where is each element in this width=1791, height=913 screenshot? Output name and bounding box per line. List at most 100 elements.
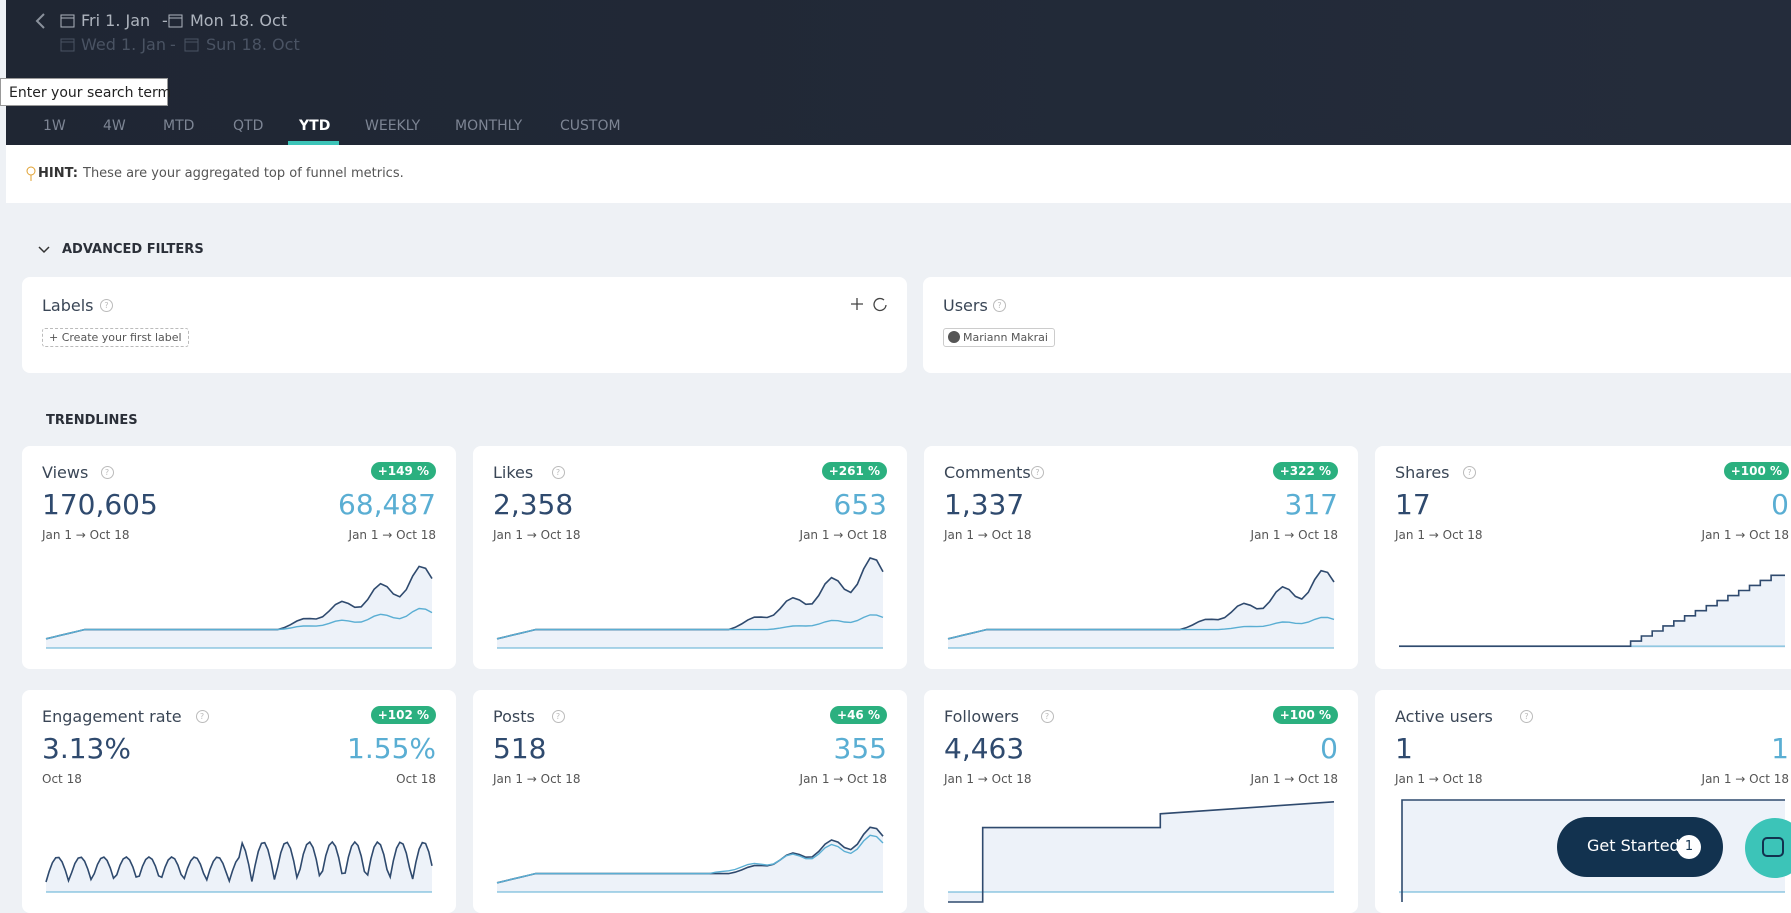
hint-bar: HINT: These are your aggregated top of f… xyxy=(6,145,1791,203)
chat-button[interactable] xyxy=(1745,818,1791,878)
calendar-icon xyxy=(184,38,199,52)
metric-value: 518 xyxy=(493,732,547,765)
metric-title: Views xyxy=(42,463,89,482)
compare-value: 317 xyxy=(1284,488,1338,521)
metric-title: Engagement rate xyxy=(42,707,182,726)
metric-title: Shares xyxy=(1395,463,1450,482)
compare-value: 355 xyxy=(833,732,887,765)
help-icon[interactable]: ? xyxy=(551,710,565,723)
metric-value: 2,358 xyxy=(493,488,574,521)
metric-title: Active users xyxy=(1395,707,1493,726)
sparkline-compare xyxy=(947,616,1335,640)
user-chip[interactable]: Mariann Makrai xyxy=(943,328,1055,347)
metric-value: 4,463 xyxy=(944,732,1025,765)
period: Jan 1 → Oct 18 xyxy=(42,528,130,542)
compare-end: Sun 18. Oct xyxy=(206,35,300,54)
help-icon[interactable]: ? xyxy=(1031,466,1044,479)
tab[interactable]: WEEKLY xyxy=(365,118,421,134)
sparkline-area xyxy=(497,558,883,648)
header: Fri 1. Jan - Mon 18. Oct Wed 1. Jan - Su… xyxy=(6,0,1791,145)
help-icon[interactable]: ? xyxy=(551,466,565,479)
labels-title: Labels xyxy=(42,296,94,315)
metric-card: Likes? +261 % 2,358 653 Jan 1 → Oct 18 Jan 1 … xyxy=(473,446,907,669)
sparkline-current xyxy=(1399,574,1785,647)
change-badge: +100 % xyxy=(1723,462,1789,480)
date-separator: - xyxy=(170,35,176,54)
metric-value: 3.13% xyxy=(42,732,131,765)
help-icon[interactable]: ? xyxy=(1463,466,1476,479)
sparkline-area xyxy=(948,801,1334,902)
compare-value: 0 xyxy=(1771,488,1789,521)
tab-underline xyxy=(288,141,339,145)
tab[interactable]: QTD xyxy=(233,118,264,134)
calendar-icon xyxy=(168,14,183,28)
date-separator: - xyxy=(162,11,168,30)
create-label-text: Create your first label xyxy=(61,331,182,344)
sparkline xyxy=(45,565,433,649)
help-icon[interactable]: ? xyxy=(100,299,113,312)
compare-period: Oct 18 xyxy=(396,772,436,786)
compare-value: 653 xyxy=(833,488,887,521)
sparkline xyxy=(1399,574,1785,648)
period: Jan 1 → Oct 18 xyxy=(944,772,1032,786)
get-started-button[interactable]: Get Started 1 xyxy=(1557,817,1723,877)
sparkline-compare xyxy=(45,607,433,640)
change-badge: +261 % xyxy=(821,462,887,480)
metric-card: Comments? +322 % 1,337 317 Jan 1 → Oct 18 Jan… xyxy=(924,446,1358,669)
sparkline xyxy=(496,557,884,649)
back-icon[interactable] xyxy=(34,12,48,30)
tab[interactable]: MTD xyxy=(163,118,195,134)
compare-period: Jan 1 → Oct 18 xyxy=(1701,772,1789,786)
metric-card: Posts? +46 % 518 355 Jan 1 → Oct 18 Jan 1 → O… xyxy=(473,690,907,913)
users-title: Users xyxy=(943,296,988,315)
metric-card: Active users? 1 1 Jan 1 → Oct 18 Jan 1 → Oct… xyxy=(1375,690,1791,913)
change-badge: +322 % xyxy=(1272,462,1338,480)
tab[interactable]: 1W xyxy=(43,118,66,134)
tab[interactable]: MONTHLY xyxy=(455,118,523,134)
metric-value: 1,337 xyxy=(944,488,1025,521)
tab[interactable]: YTD xyxy=(299,118,331,134)
create-label-button[interactable]: + Create your first label xyxy=(42,328,189,347)
sparkline-area xyxy=(948,570,1334,648)
compare-value: 68,487 xyxy=(338,488,436,521)
help-icon[interactable]: ? xyxy=(993,299,1006,312)
metric-title: Followers xyxy=(944,707,1019,726)
compare-value: 1.55% xyxy=(347,732,436,765)
user-name: Mariann Makrai xyxy=(963,331,1048,344)
cta-count: 1 xyxy=(1677,835,1701,859)
sparkline-compare xyxy=(496,614,884,640)
label-actions[interactable] xyxy=(850,296,890,312)
chevron[interactable] xyxy=(38,245,50,255)
compare-value: 0 xyxy=(1320,732,1338,765)
help-icon[interactable]: ? xyxy=(1040,710,1054,723)
hint-label: HINT: xyxy=(38,166,78,181)
metric-value: 17 xyxy=(1395,488,1431,521)
help-icon[interactable]: ? xyxy=(1520,710,1533,723)
metric-value: 1 xyxy=(1395,732,1413,765)
metric-value: 170,605 xyxy=(42,488,158,521)
help-icon[interactable]: ? xyxy=(100,466,114,479)
sparkline-compare xyxy=(496,834,884,884)
chat-icon xyxy=(1762,837,1784,857)
change-badge: +102 % xyxy=(370,706,436,724)
sparkline xyxy=(496,826,884,893)
metric-title: Likes xyxy=(493,463,534,482)
compare-period: Jan 1 → Oct 18 xyxy=(799,528,887,542)
compare-value: 1 xyxy=(1771,732,1789,765)
calendar-icon xyxy=(60,38,75,52)
compare-period: Jan 1 → Oct 18 xyxy=(1250,772,1338,786)
trendlines-title: TRENDLINES xyxy=(46,413,138,428)
sparkline xyxy=(948,801,1335,903)
tab[interactable]: 4W xyxy=(103,118,126,134)
calendar-icon xyxy=(60,14,75,28)
search-input[interactable]: Enter your search term xyxy=(0,78,171,106)
sparkline-area xyxy=(46,566,432,648)
filters-title[interactable]: ADVANCED FILTERS xyxy=(62,242,204,257)
bulb-icon xyxy=(26,166,36,181)
users-card: Users ? Mariann Makrai xyxy=(923,277,1791,373)
tab[interactable]: CUSTOM xyxy=(560,118,621,134)
help-icon[interactable]: ? xyxy=(195,710,209,723)
sparkline-area xyxy=(497,827,883,892)
sparkline-area xyxy=(1399,575,1785,648)
